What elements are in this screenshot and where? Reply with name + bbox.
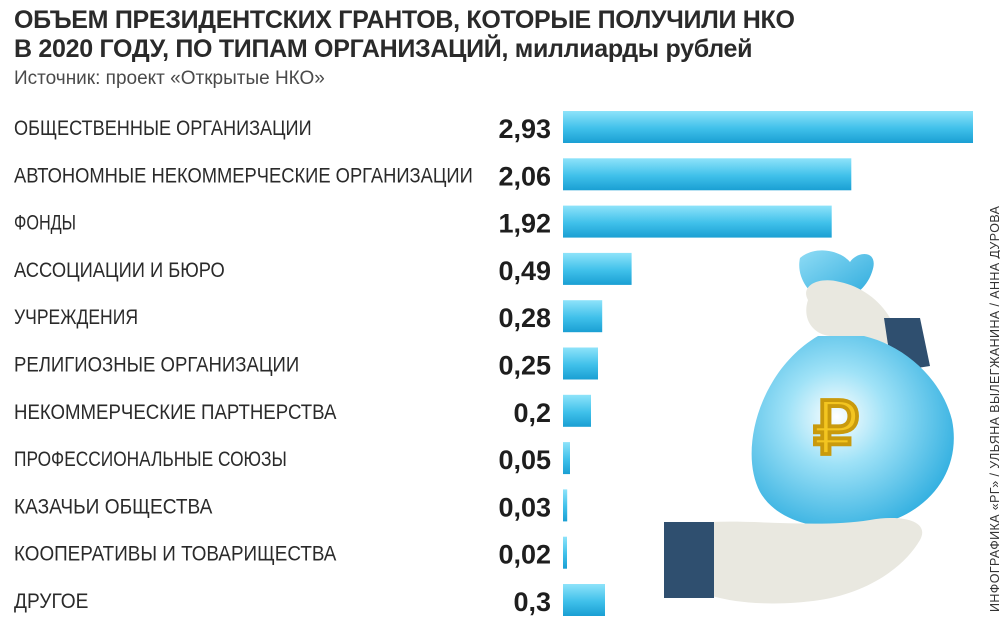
bar [563, 536, 567, 569]
open-hand-icon [664, 518, 923, 604]
source-note: Источник: проект «Открытые НКО» [14, 68, 325, 89]
category-label: КАЗАЧЬИ ОБЩЕСТВА [14, 495, 212, 518]
category-label: АССОЦИАЦИИ И БЮРО [14, 259, 225, 282]
category-label: РЕЛИГИОЗНЫЕ ОРГАНИЗАЦИИ [14, 354, 299, 377]
value-label: 0,02 [498, 540, 551, 570]
value-label: 0,05 [498, 445, 551, 475]
bar [563, 158, 852, 191]
value-label: 2,06 [498, 161, 551, 191]
value-label: 0,25 [498, 351, 551, 381]
value-label: 0,49 [498, 256, 551, 286]
category-label: УЧРЕЖДЕНИЯ [14, 306, 138, 329]
value-label: 1,92 [498, 209, 551, 239]
money-bag-icon: ₽ [751, 250, 954, 529]
chart-title: ОБЪЕМ ПРЕЗИДЕНТСКИХ ГРАНТОВ, КОТОРЫЕ ПОЛ… [14, 6, 914, 64]
bar [563, 252, 632, 285]
value-label: 2,93 [498, 114, 551, 144]
bar [563, 394, 591, 427]
category-label: АВТОНОМНЫЕ НЕКОММЕРЧЕСКИЕ ОРГАНИЗАЦИИ [14, 164, 473, 187]
category-label: ДРУГОЕ [14, 590, 88, 613]
title-line-1: ОБЪЕМ ПРЕЗИДЕНТСКИХ ГРАНТОВ, КОТОРЫЕ ПОЛ… [14, 6, 795, 34]
bars-group: ОБЩЕСТВЕННЫЕ ОРГАНИЗАЦИИ 2,93 АВТОНОМНЫЕ Н… [14, 111, 973, 617]
category-label: ПРОФЕССИОНАЛЬНЫЕ СОЮЗЫ [14, 448, 287, 471]
bar [563, 584, 605, 616]
credit-line: ИНФОГРАФИКА «РГ» / УЛЬЯНА ВЫЛЕГЖАНИНА / … [988, 205, 1000, 612]
bar [563, 442, 570, 475]
title-line-2: В 2020 ГОДУ, ПО ТИПАМ ОРГАНИЗАЦИЙ, милли… [14, 35, 914, 64]
category-label: НЕКОММЕРЧЕСКИЕ ПАРТНЕРСТВА [14, 401, 336, 424]
bar [563, 347, 598, 380]
bar [563, 300, 603, 333]
value-label: 0,28 [498, 303, 551, 333]
title-unit: миллиарды рублей [514, 35, 753, 63]
bar [563, 205, 832, 238]
value-label: 0,2 [513, 398, 551, 428]
value-label: 0,3 [513, 587, 551, 617]
bar [563, 111, 973, 143]
value-label: 0,03 [498, 492, 551, 522]
bar [563, 489, 568, 522]
category-label: ОБЩЕСТВЕННЫЕ ОРГАНИЗАЦИИ [14, 117, 312, 140]
category-label: ФОНДЫ [14, 212, 76, 235]
title-line-2-text: В 2020 ГОДУ, ПО ТИПАМ ОРГАНИЗАЦИЙ, [14, 35, 509, 63]
ruble-sign: ₽ [812, 387, 859, 470]
category-label: КООПЕРАТИВЫ И ТОВАРИЩЕСТВА [14, 543, 336, 566]
